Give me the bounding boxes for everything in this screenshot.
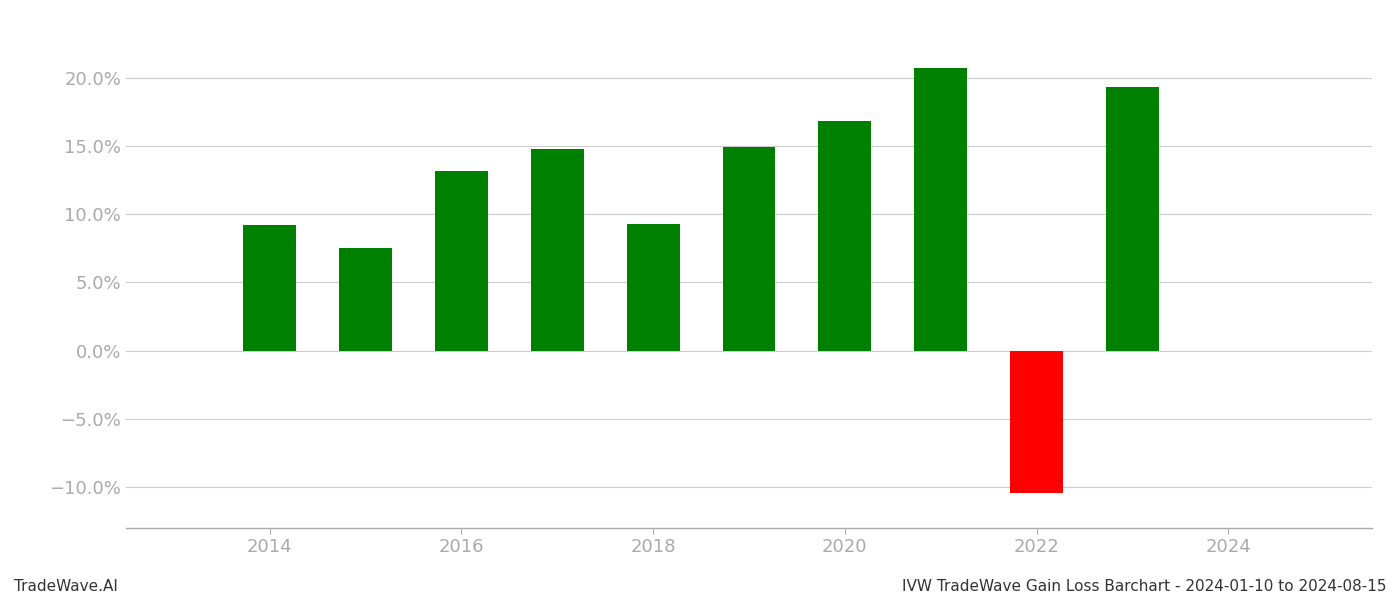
Bar: [819, 121, 871, 350]
Text: IVW TradeWave Gain Loss Barchart - 2024-01-10 to 2024-08-15: IVW TradeWave Gain Loss Barchart - 2024-…: [902, 579, 1386, 594]
Bar: [722, 148, 776, 350]
Bar: [914, 68, 967, 350]
Bar: [244, 225, 297, 350]
Bar: [1106, 88, 1159, 350]
Bar: [435, 170, 487, 350]
Bar: [1011, 350, 1063, 493]
Text: TradeWave.AI: TradeWave.AI: [14, 579, 118, 594]
Bar: [531, 149, 584, 350]
Bar: [627, 224, 679, 350]
Bar: [339, 248, 392, 350]
